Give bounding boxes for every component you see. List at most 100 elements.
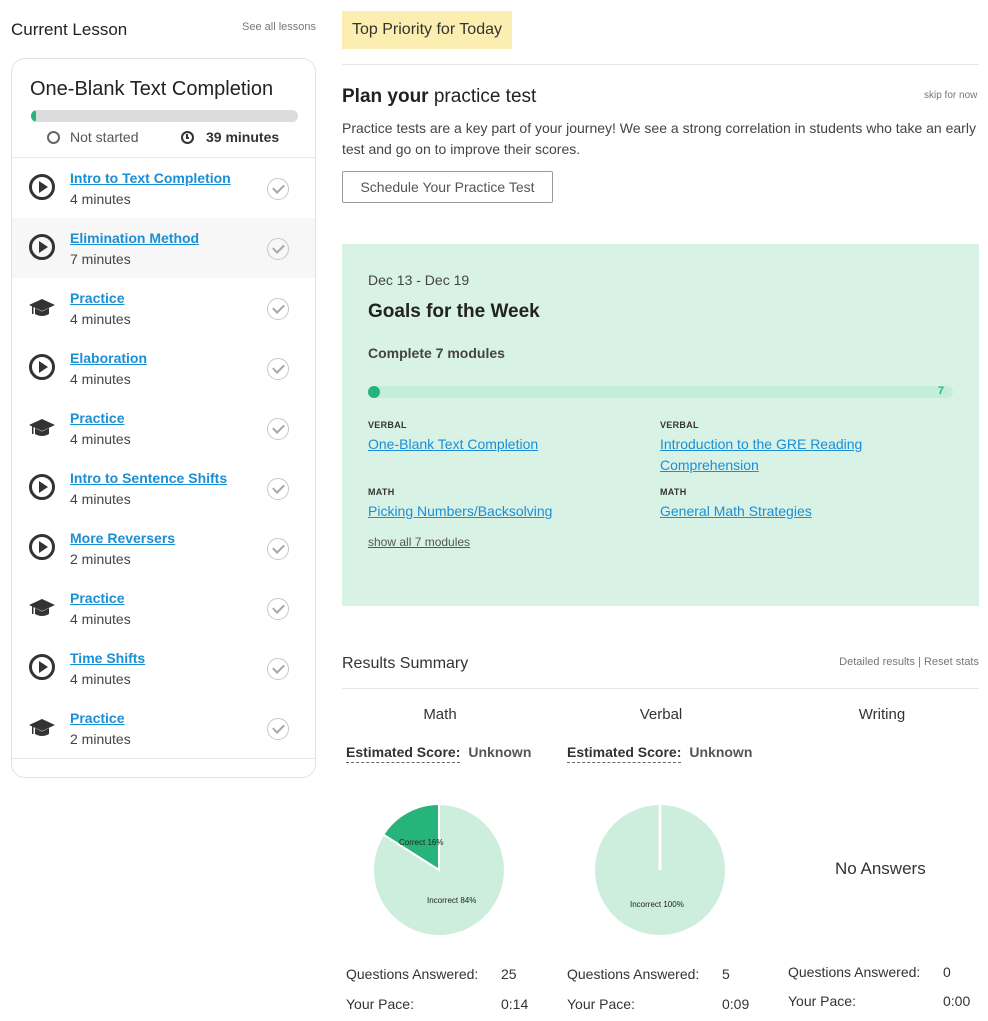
lesson-link[interactable]: Elimination Method — [70, 230, 200, 246]
lesson-progress-bar — [31, 110, 298, 122]
check-circle-icon[interactable] — [267, 238, 289, 260]
lesson-status: Not started — [47, 129, 138, 145]
lesson-item[interactable]: More Reversers 2 minutes — [12, 518, 315, 578]
lesson-item[interactable]: Elimination Method 7 minutes — [12, 218, 315, 278]
schedule-practice-test-button[interactable]: Schedule Your Practice Test — [342, 171, 553, 203]
play-icon[interactable] — [29, 354, 55, 380]
plan-title-rest: practice test — [428, 86, 537, 107]
lesson-card: One-Blank Text Completion Not started 39… — [11, 58, 316, 778]
check-circle-icon[interactable] — [267, 598, 289, 620]
lesson-status-text: Not started — [70, 129, 139, 145]
lesson-progress-fill — [31, 110, 37, 122]
check-circle-icon[interactable] — [267, 298, 289, 320]
verbal-questions-value: 5 — [722, 966, 730, 982]
lesson-item[interactable]: Intro to Sentence Shifts 4 minutes — [12, 458, 315, 518]
lesson-title: One-Blank Text Completion — [30, 78, 274, 100]
estimated-score-value: Unknown — [689, 744, 753, 760]
check-circle-icon[interactable] — [267, 538, 289, 560]
verbal-pace-value: 0:09 — [722, 996, 750, 1012]
lesson-item[interactable]: Practice 4 minutes — [12, 578, 315, 638]
lesson-link[interactable]: Time Shifts — [70, 650, 146, 666]
play-icon[interactable] — [29, 174, 55, 200]
lesson-link[interactable]: Practice — [70, 590, 125, 606]
graduation-cap-icon — [29, 599, 55, 616]
pie-slices — [372, 802, 506, 937]
links-separator: | — [914, 656, 924, 668]
lesson-item[interactable]: Practice 2 minutes — [12, 698, 315, 758]
lesson-link[interactable]: Intro to Sentence Shifts — [70, 470, 228, 486]
lesson-list: Intro to Text Completion 4 minutes Elimi… — [12, 158, 315, 758]
module-link[interactable]: Picking Numbers/Backsolving — [368, 503, 553, 519]
module-link[interactable]: Introduction to the GRE Reading Comprehe… — [660, 436, 863, 473]
lesson-duration-text: 39 minutes — [206, 129, 280, 145]
module-link[interactable]: One-Blank Text Completion — [368, 436, 539, 452]
math-estimated-score: Estimated Score: Unknown — [346, 744, 532, 763]
divider — [12, 758, 315, 759]
estimated-score-value: Unknown — [468, 744, 532, 760]
lesson-item[interactable]: Elaboration 4 minutes — [12, 338, 315, 398]
math-questions-value: 25 — [501, 966, 517, 982]
lesson-item[interactable]: Practice 4 minutes — [12, 278, 315, 338]
estimated-score-label[interactable]: Estimated Score: — [567, 744, 682, 763]
play-icon[interactable] — [29, 534, 55, 560]
goal-module: VERBAL One-Blank Text Completion — [368, 420, 638, 455]
graduation-cap-icon — [29, 299, 55, 316]
writing-questions-label: Questions Answered: — [788, 964, 921, 980]
goal-module: VERBAL Introduction to the GRE Reading C… — [660, 420, 900, 476]
check-circle-icon[interactable] — [267, 478, 289, 500]
lesson-item[interactable]: Practice 4 minutes — [12, 398, 315, 458]
goals-progress-fill — [368, 386, 380, 398]
goals-date-range: Dec 13 - Dec 19 — [368, 272, 470, 288]
goal-module: MATH General Math Strategies — [660, 487, 930, 522]
writing-questions-value: 0 — [943, 964, 951, 980]
module-category: VERBAL — [368, 420, 407, 430]
pie-slices — [593, 803, 727, 937]
subject-verbal-header: Verbal — [639, 706, 683, 723]
lesson-duration: 2 minutes — [70, 731, 131, 747]
check-circle-icon[interactable] — [267, 178, 289, 200]
verbal-results-pie-chart: Incorrect 100% — [593, 803, 727, 937]
lesson-duration: 4 minutes — [70, 311, 131, 327]
current-lesson-header: Current Lesson See all lessons — [11, 20, 316, 42]
pie-slice-correct — [381, 802, 440, 872]
detailed-results-link[interactable]: Detailed results — [839, 656, 915, 668]
lesson-duration: 4 minutes — [70, 491, 131, 507]
goals-count: 7 — [937, 385, 944, 397]
lesson-duration: 7 minutes — [70, 251, 131, 267]
reset-stats-link[interactable]: Reset stats — [923, 656, 979, 668]
lesson-link[interactable]: Practice — [70, 290, 125, 306]
lesson-link[interactable]: Elaboration — [70, 350, 148, 366]
verbal-pace-label: Your Pace: — [567, 996, 635, 1012]
skip-for-now-link[interactable]: skip for now — [924, 90, 978, 101]
check-circle-icon[interactable] — [267, 718, 289, 740]
current-lesson-title: Current Lesson — [11, 20, 128, 39]
play-icon[interactable] — [29, 234, 55, 260]
lesson-link[interactable]: Practice — [70, 410, 125, 426]
play-icon[interactable] — [29, 654, 55, 680]
writing-no-answers: No Answers — [835, 859, 926, 878]
check-circle-icon[interactable] — [267, 658, 289, 680]
pie-slice-incorrect — [372, 802, 506, 937]
lesson-link[interactable]: Intro to Text Completion — [70, 170, 231, 186]
lesson-link[interactable]: Practice — [70, 710, 125, 726]
lesson-item[interactable]: Time Shifts 4 minutes — [12, 638, 315, 698]
divider — [342, 688, 979, 689]
lesson-link[interactable]: More Reversers — [70, 530, 176, 546]
lesson-duration: 39 minutes — [181, 129, 279, 145]
see-all-lessons-link[interactable]: See all lessons — [242, 21, 316, 33]
check-circle-icon[interactable] — [267, 358, 289, 380]
goal-module: MATH Picking Numbers/Backsolving — [368, 487, 638, 522]
module-link[interactable]: General Math Strategies — [660, 503, 812, 519]
play-icon[interactable] — [29, 474, 55, 500]
writing-pace-value: 0:00 — [943, 993, 971, 1009]
module-category: MATH — [660, 487, 687, 497]
check-circle-icon[interactable] — [267, 418, 289, 440]
estimated-score-label[interactable]: Estimated Score: — [346, 744, 461, 763]
lesson-duration: 4 minutes — [70, 431, 131, 447]
results-summary-title: Results Summary — [342, 655, 469, 672]
lesson-duration: 4 minutes — [70, 191, 131, 207]
lesson-item[interactable]: Intro to Text Completion 4 minutes — [12, 158, 315, 218]
show-all-modules-link[interactable]: show all 7 modules — [368, 535, 471, 549]
lesson-duration: 2 minutes — [70, 551, 131, 567]
plan-description: Practice tests are a key part of your jo… — [342, 120, 976, 157]
